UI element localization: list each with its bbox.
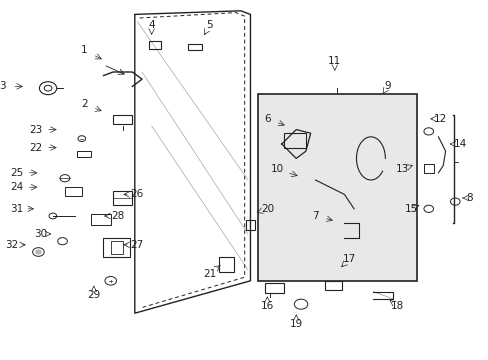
- Text: 3: 3: [0, 81, 5, 91]
- Text: 17: 17: [342, 254, 355, 264]
- Text: 8: 8: [466, 193, 472, 203]
- Text: 31: 31: [10, 204, 23, 214]
- Bar: [149, 41, 161, 49]
- Text: 13: 13: [395, 164, 408, 174]
- Bar: [187, 44, 202, 50]
- Bar: [245, 220, 255, 230]
- Text: 22: 22: [29, 143, 42, 153]
- Bar: [325, 281, 341, 290]
- Bar: [110, 241, 122, 254]
- Bar: [103, 238, 130, 257]
- Text: 11: 11: [327, 56, 341, 66]
- Text: 23: 23: [29, 125, 42, 135]
- Text: 26: 26: [130, 189, 143, 199]
- Bar: [257, 94, 416, 281]
- Text: 12: 12: [433, 114, 447, 124]
- Bar: [219, 257, 233, 272]
- Text: 27: 27: [130, 240, 143, 250]
- Text: 19: 19: [289, 319, 302, 329]
- Bar: [264, 283, 284, 293]
- Text: 15: 15: [405, 204, 418, 214]
- Text: 1: 1: [81, 45, 87, 55]
- Bar: [65, 187, 81, 196]
- Text: 10: 10: [270, 164, 283, 174]
- Text: 7: 7: [311, 211, 318, 221]
- Text: 28: 28: [111, 211, 124, 221]
- Bar: [77, 151, 91, 157]
- Text: 2: 2: [81, 99, 87, 109]
- Text: 18: 18: [390, 301, 403, 311]
- Bar: [423, 164, 433, 173]
- Text: 30: 30: [34, 229, 47, 239]
- Text: 6: 6: [264, 114, 270, 124]
- Text: 14: 14: [452, 139, 466, 149]
- Bar: [113, 191, 132, 205]
- Text: 4: 4: [148, 20, 155, 30]
- Text: 24: 24: [10, 182, 23, 192]
- Text: 16: 16: [260, 301, 273, 311]
- Text: 32: 32: [5, 240, 19, 250]
- Text: 9: 9: [384, 81, 390, 91]
- Bar: [91, 214, 110, 225]
- Bar: [113, 115, 132, 124]
- Text: 29: 29: [87, 290, 100, 300]
- Circle shape: [36, 250, 41, 254]
- Text: 25: 25: [10, 168, 23, 178]
- Text: 21: 21: [203, 269, 216, 279]
- Text: 5: 5: [206, 20, 212, 30]
- Text: 20: 20: [260, 204, 273, 214]
- Bar: [284, 133, 305, 148]
